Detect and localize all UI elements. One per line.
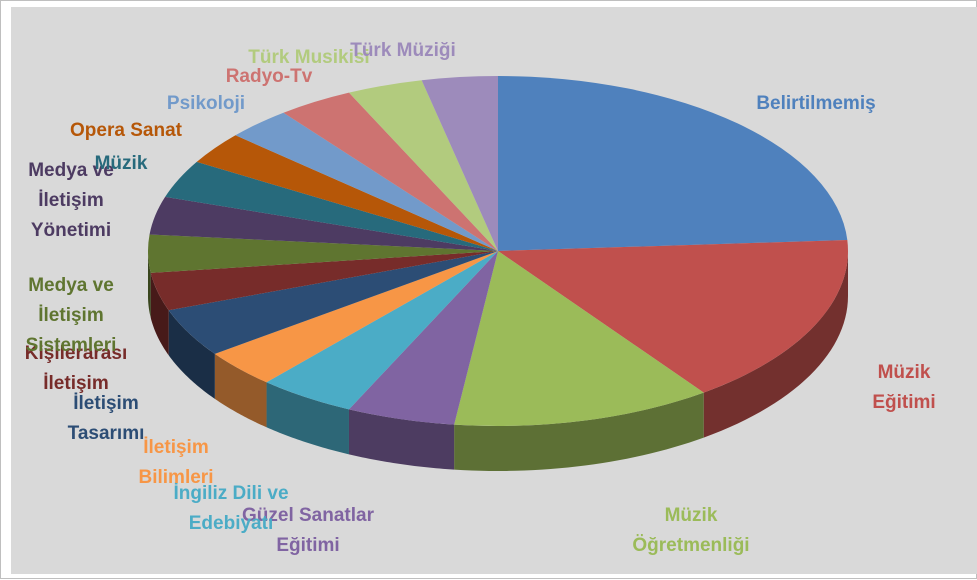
data-label: Medya ve İletişim Yönetimi [28,160,114,241]
data-label: Psikoloji [166,93,246,114]
slice-side [703,251,848,438]
data-label: Radyo-Tv [225,66,313,87]
data-label: Güzel Sanatlar Eğitimi [242,505,374,556]
slice-side [214,353,267,428]
slice [348,80,498,251]
slice-side [454,392,704,471]
data-label: İletişim Tasarımı [67,393,145,444]
slice [150,251,498,311]
data-label: Türk Müziği [350,40,456,61]
slice [421,76,498,251]
data-label: Kişilerarası İletişim [24,343,128,394]
slice [147,234,498,273]
slice-side [266,382,349,455]
data-label: Müzik [94,153,148,174]
data-label: İngiliz Dili ve Edebiyatı [173,483,289,534]
data-label: Müzik Öğretmenliği [632,505,750,556]
data-label: Müzik Eğitimi [872,362,936,413]
slice [165,161,498,251]
slice-side [148,251,151,318]
slice [168,251,499,354]
slice [196,135,498,251]
slice [498,240,848,393]
slice [498,76,848,251]
slice [214,251,498,383]
slice [348,251,498,425]
data-label: Belirtilmemiş [756,93,876,114]
data-label: Türk Musikisi [248,47,370,68]
data-label: Medya ve İletişim Sistemleri [25,275,117,356]
data-label: Opera Sanat [70,120,182,141]
slice [283,92,498,251]
slice-side [168,310,215,399]
slice-side [348,409,455,470]
slice [454,251,704,427]
slice [266,251,498,410]
slice-side [150,272,169,356]
slice [149,196,498,251]
data-label: İletişim Bilimleri [138,437,214,488]
slice [235,112,498,251]
